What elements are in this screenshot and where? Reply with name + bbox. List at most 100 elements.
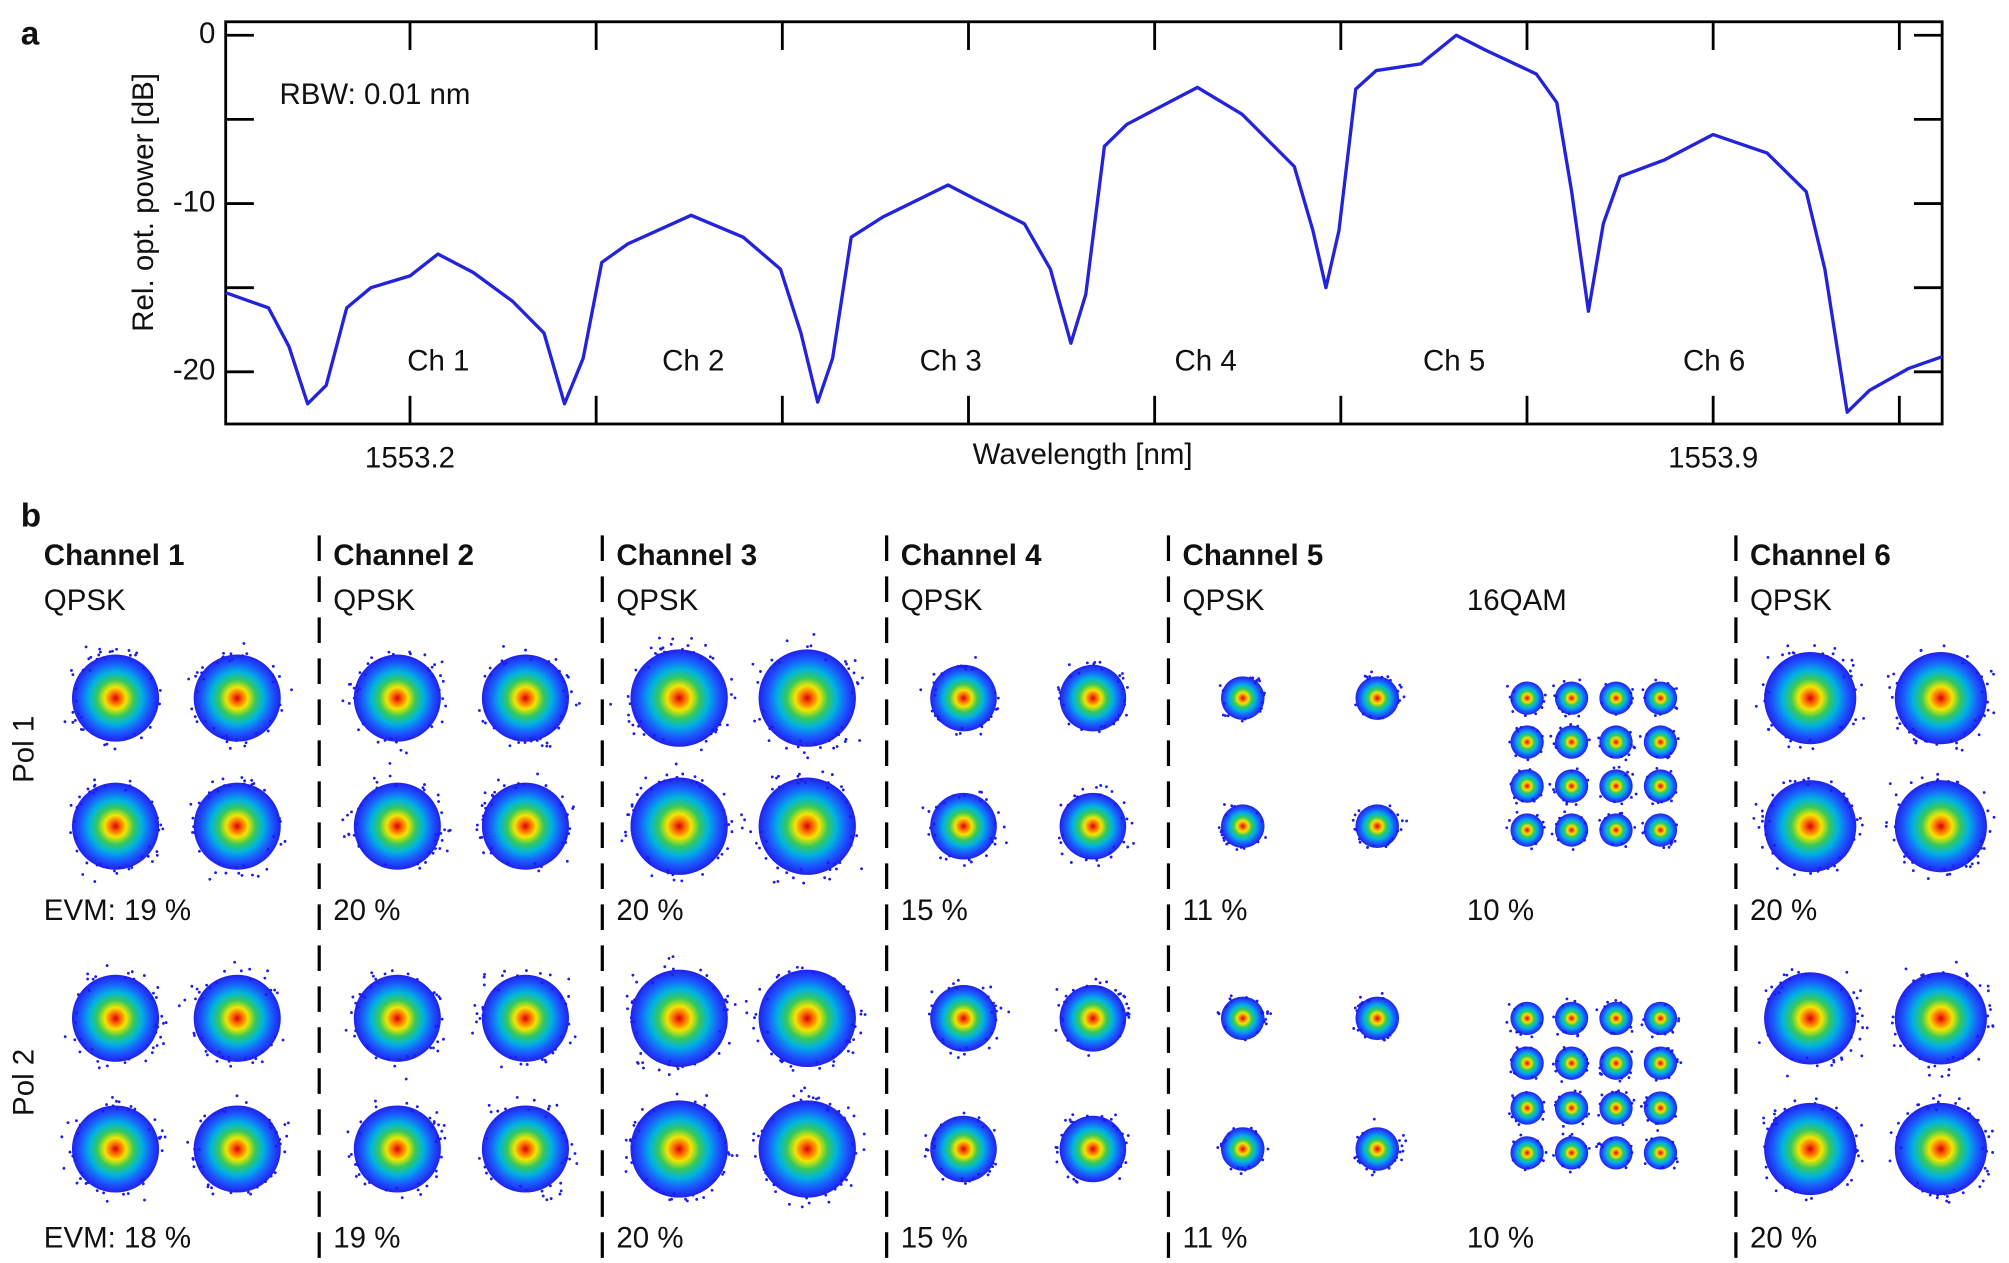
constellation-dot [355, 1162, 359, 1166]
constellation-dot [1830, 978, 1833, 982]
constellation-dot [1783, 1185, 1787, 1188]
constellation-dot [1353, 1156, 1357, 1160]
constellation-dot [1981, 1147, 1985, 1151]
constellation-dot [529, 739, 533, 743]
constellation-dot [1530, 847, 1534, 851]
constellation-dot [667, 1063, 671, 1067]
constellation-dot [142, 666, 146, 670]
constellation-dot [758, 846, 761, 850]
constellation-dot [95, 657, 99, 661]
constellation-dot [95, 788, 98, 792]
constellation-dot [818, 1067, 822, 1070]
constellation-dot [1223, 1025, 1227, 1029]
constellation-dot [1372, 1117, 1376, 1121]
constellation-dot [979, 799, 983, 803]
constellation-dot [1903, 724, 1907, 727]
constellation-dot [481, 719, 485, 723]
constellation-dot [132, 977, 136, 981]
constellation-dot [1813, 1101, 1817, 1105]
constellation-dot [832, 1055, 835, 1058]
constellation-dot [229, 1064, 233, 1068]
constellation-dot [1514, 1119, 1518, 1123]
constellation-dot [733, 696, 737, 700]
constellation-dot [1820, 1059, 1824, 1063]
constellation-dot [705, 974, 709, 977]
constellation-dot [1541, 1159, 1545, 1163]
constellation-dot [363, 1182, 367, 1186]
constellation-dot [1260, 701, 1264, 705]
constellation-dot [1961, 661, 1965, 665]
constellation-dot [1904, 967, 1908, 971]
constellation-dot [347, 1155, 351, 1158]
constellation-dot [523, 741, 527, 744]
constellation-dot [700, 779, 704, 782]
constellation-dot [1352, 1027, 1356, 1030]
constellation-dot [1614, 712, 1618, 716]
constellation-dot [227, 1059, 231, 1063]
constellation-dot [280, 708, 284, 712]
constellation-dot [558, 1192, 562, 1196]
constellation-dot [357, 807, 360, 811]
constellation-dot [374, 1056, 378, 1060]
constellation-dot [489, 673, 493, 677]
constellation-dot [1512, 837, 1516, 841]
constellation-dot [944, 857, 948, 861]
constellation-dot [354, 1029, 357, 1033]
constellation-dot [1099, 784, 1103, 787]
constellation-dot [1054, 1145, 1058, 1149]
constellation-dot [671, 967, 675, 971]
constellation-dot [1117, 992, 1121, 996]
constellation-dot [730, 1154, 734, 1157]
constellation-dot [850, 1023, 854, 1027]
constellation-dot [351, 995, 355, 999]
constellation-dot [89, 655, 93, 659]
constellation-dot [1894, 793, 1898, 797]
constellation-dot [1936, 1193, 1940, 1197]
constellation-dot [1511, 1094, 1514, 1098]
constellation-dot [1757, 1041, 1761, 1045]
constellation-dot [632, 1124, 636, 1127]
constellation-dot [269, 1174, 273, 1178]
constellation-cloud [1599, 681, 1633, 715]
constellation-dot [71, 710, 75, 714]
constellation-dot [95, 863, 99, 867]
constellation-cloud [1059, 985, 1127, 1052]
constellation-dot [1671, 1030, 1675, 1034]
constellation-dot [540, 981, 544, 985]
constellation-dot [691, 1193, 695, 1197]
spectrum-line [225, 33, 1943, 414]
constellation-dot [1970, 862, 1974, 866]
constellation-dot [1793, 779, 1797, 783]
constellation-dot [851, 709, 854, 713]
constellation-dot [980, 725, 984, 729]
constellation-dot [283, 839, 287, 843]
constellation-cloud [930, 985, 997, 1052]
constellation-dot [1976, 671, 1980, 675]
constellation-dot [1249, 1126, 1253, 1130]
constellation-dot [1114, 1113, 1117, 1117]
constellation-dot [774, 1190, 778, 1194]
constellation-dot [1115, 1128, 1119, 1132]
constellation-dot [1667, 1076, 1671, 1080]
constellation-cloud [1894, 651, 1987, 745]
constellation-dot [192, 825, 196, 828]
constellation-dot [649, 787, 653, 791]
constellation-dot [1069, 1120, 1073, 1124]
constellation-dot [1764, 692, 1767, 696]
constellation-dot [933, 694, 937, 697]
constellation-dot [1353, 813, 1357, 817]
constellation-dot [1055, 1160, 1059, 1164]
constellation-dot [124, 788, 128, 792]
constellation-cloud [1554, 1046, 1589, 1080]
constellation-dot [1540, 734, 1544, 738]
constellation-dot [1840, 988, 1843, 992]
constellation-dot [764, 846, 768, 850]
constellation-dot [371, 974, 375, 978]
constellation-dot [290, 688, 293, 692]
constellation-dot [991, 1161, 995, 1165]
constellation-dot [932, 822, 936, 826]
constellation-dot [713, 1118, 716, 1122]
constellation-cloud [1554, 1001, 1589, 1035]
constellation-dot [994, 1004, 997, 1008]
constellation-dot [1858, 832, 1862, 836]
